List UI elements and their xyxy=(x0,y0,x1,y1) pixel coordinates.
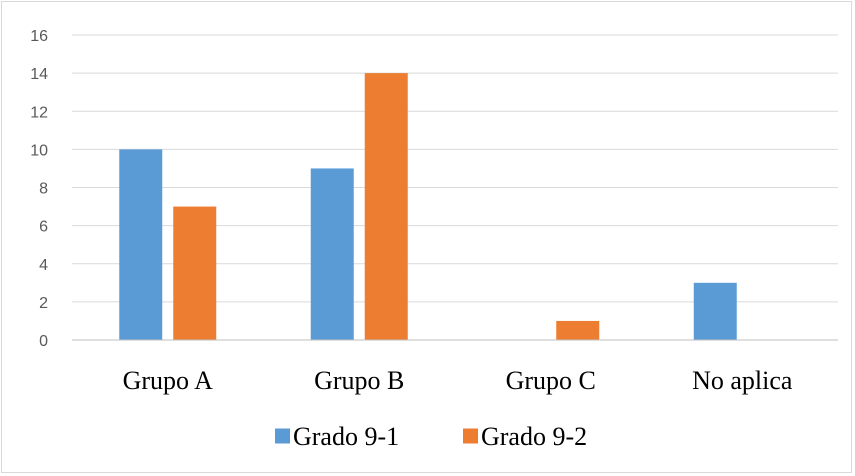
x-axis-category-labels: Grupo A Grupo B Grupo C No aplica xyxy=(123,366,793,395)
y-axis-tick-labels: 0 2 4 6 8 10 12 14 16 xyxy=(30,28,48,350)
bars xyxy=(119,73,737,340)
y-tick-label: 6 xyxy=(39,219,48,236)
x-category-label: No aplica xyxy=(692,366,793,395)
x-category-label: Grupo C xyxy=(506,366,596,395)
y-tick-label: 14 xyxy=(30,66,48,83)
legend: Grado 9-1 Grado 9-2 xyxy=(275,422,587,451)
bar-grado-9-2-grupo-c xyxy=(556,320,600,340)
y-tick-label: 16 xyxy=(30,28,48,45)
bar-grado-9-1-grupo-a xyxy=(119,149,163,340)
y-tick-label: 4 xyxy=(39,257,48,274)
y-tick-label: 2 xyxy=(39,295,48,312)
legend-label: Grado 9-2 xyxy=(481,422,587,451)
y-tick-label: 0 xyxy=(39,333,48,350)
legend-swatch xyxy=(275,428,290,444)
legend-swatch xyxy=(463,428,478,444)
bar-grado-9-1-grupo-b xyxy=(310,168,354,340)
bar-grado-9-2-grupo-b xyxy=(364,73,408,340)
y-tick-label: 12 xyxy=(30,104,48,121)
legend-label: Grado 9-1 xyxy=(293,422,399,451)
x-category-label: Grupo B xyxy=(314,366,404,395)
x-category-label: Grupo A xyxy=(123,366,214,395)
bar-grado-9-1-no-aplica xyxy=(693,282,737,340)
bar-grado-9-2-grupo-a xyxy=(173,206,217,340)
y-tick-label: 8 xyxy=(39,181,48,198)
y-tick-label: 10 xyxy=(30,142,48,159)
